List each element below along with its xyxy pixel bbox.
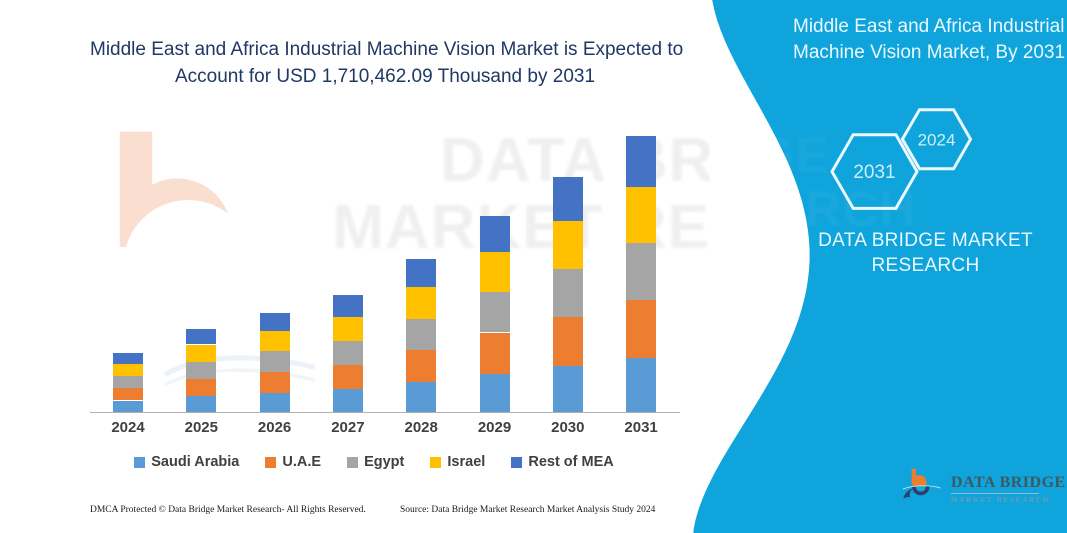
svg-text:2031: 2031 bbox=[853, 162, 895, 183]
svg-text:2024: 2024 bbox=[918, 131, 956, 150]
